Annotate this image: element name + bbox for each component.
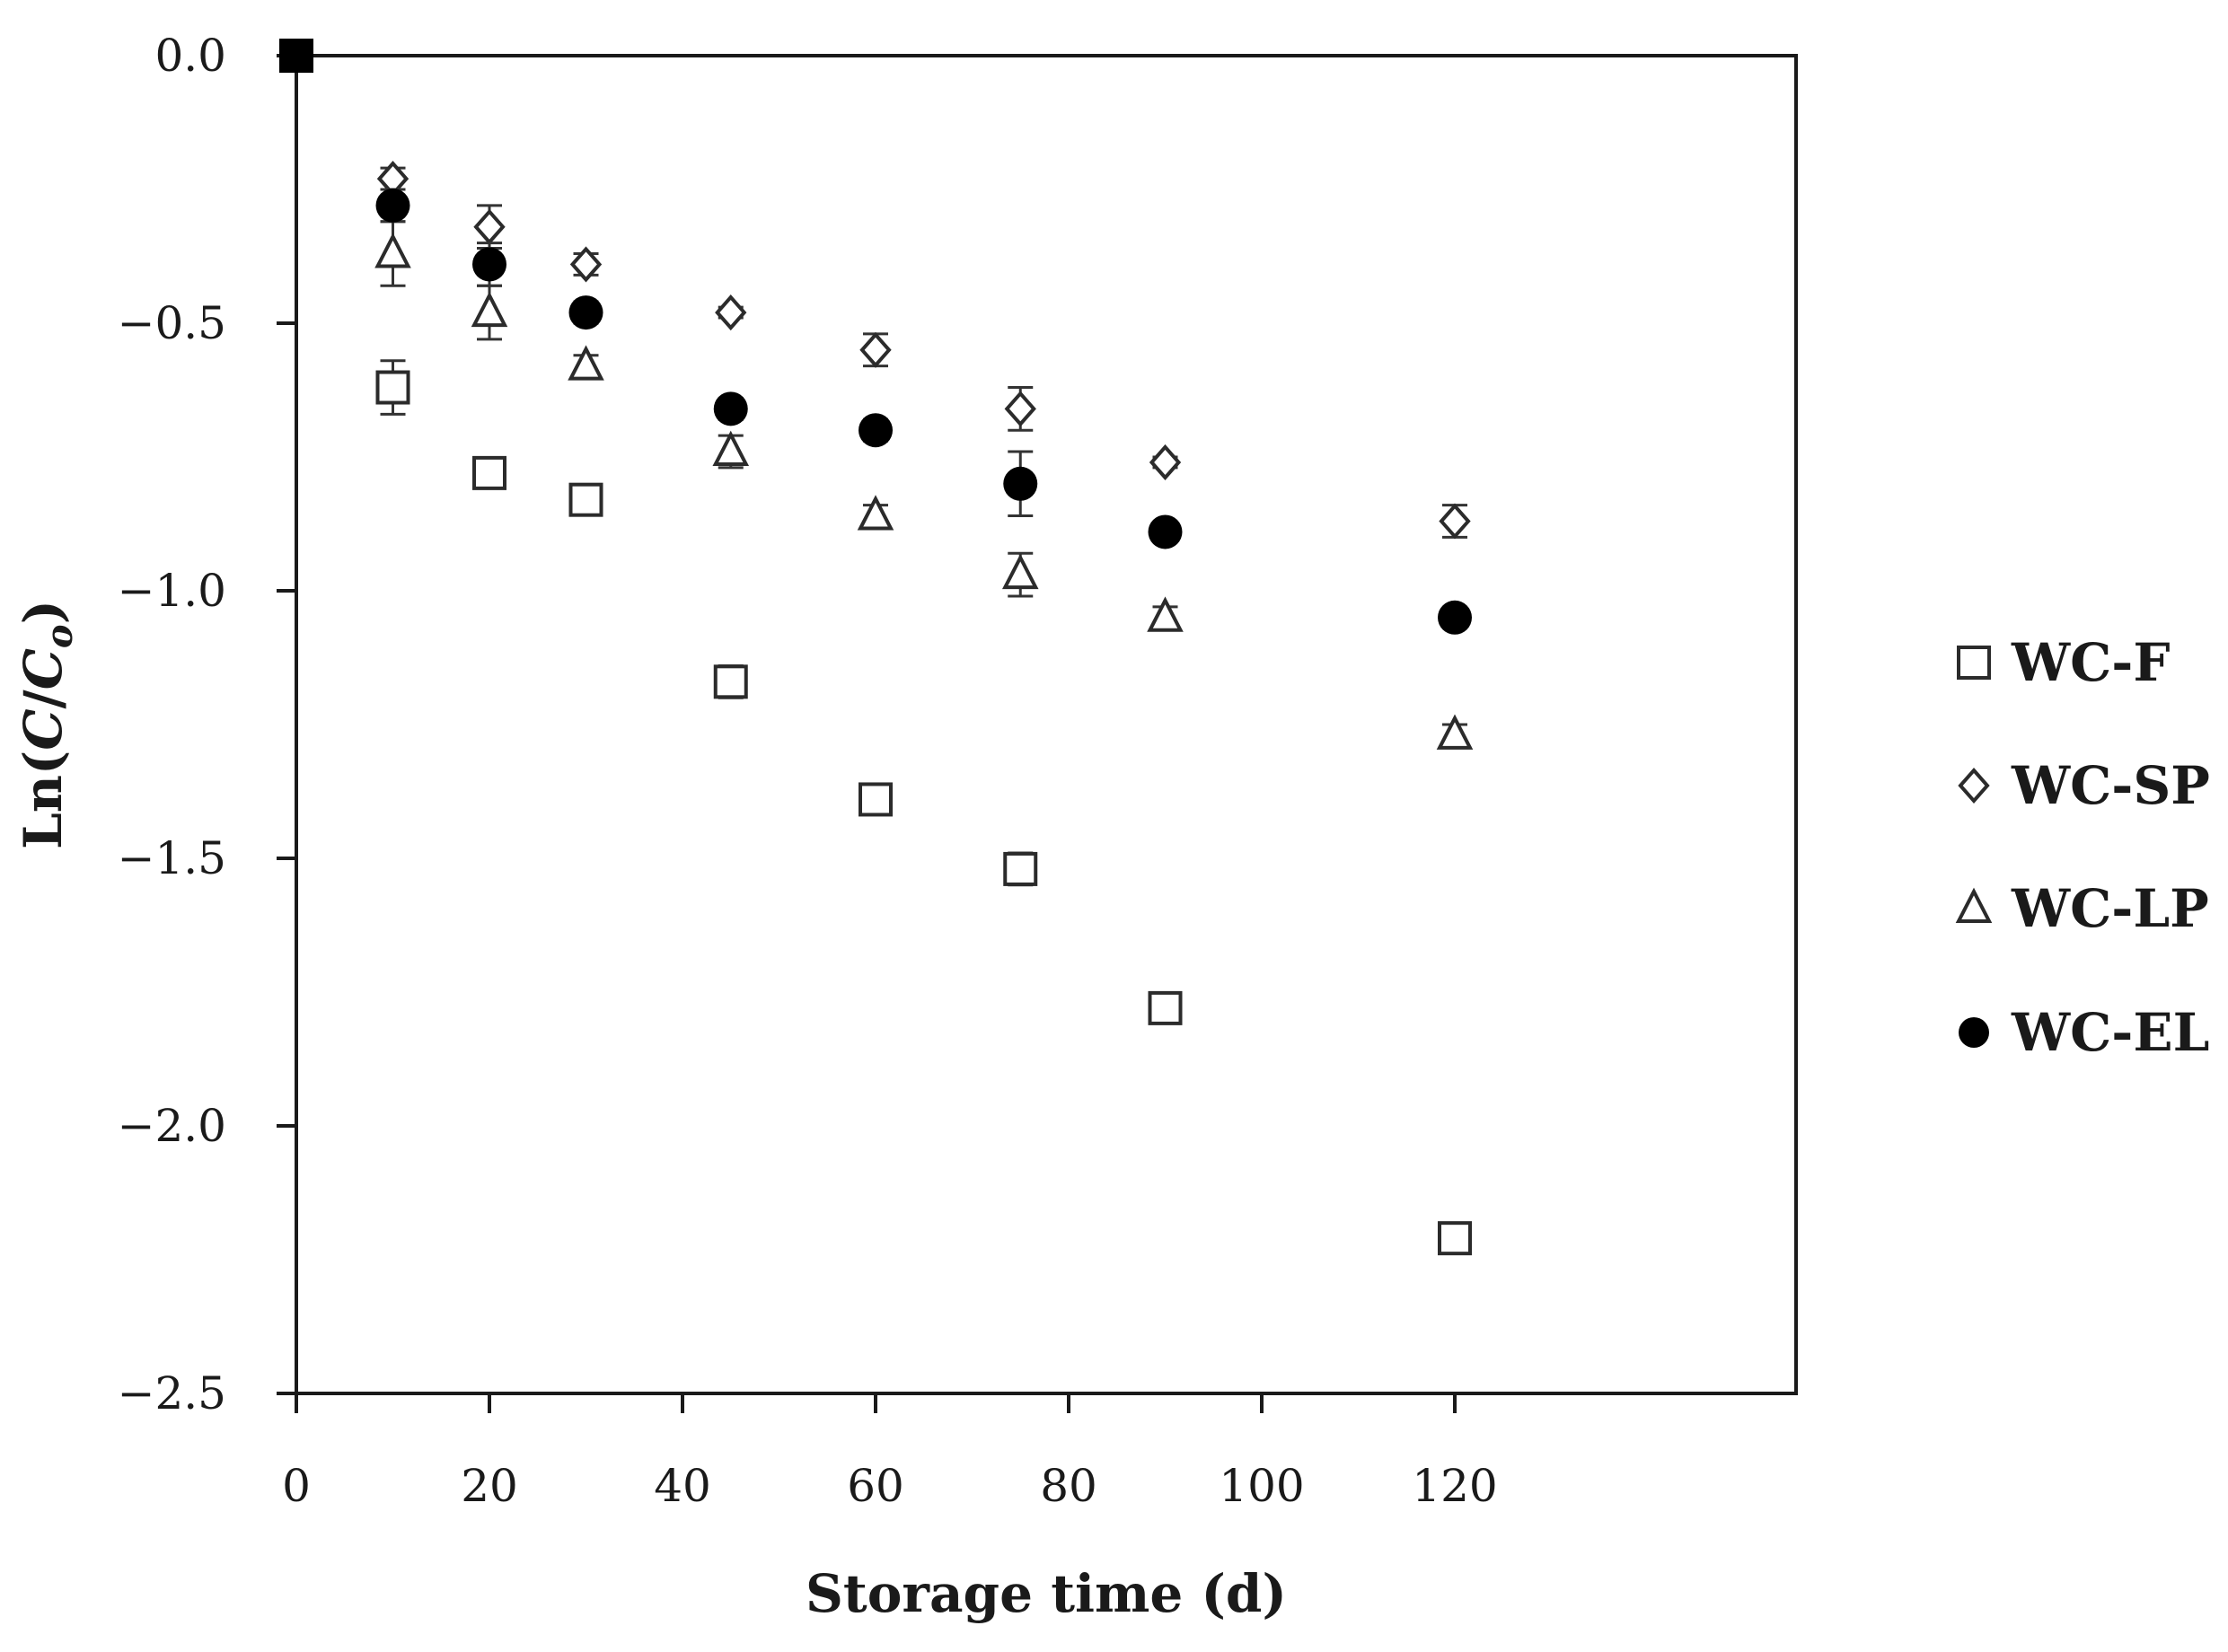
data-point-wc-lp bbox=[1436, 714, 1474, 750]
legend-label-wc-el: WC-EL bbox=[2011, 1002, 2209, 1063]
x-tick-label: 100 bbox=[1219, 1460, 1304, 1512]
data-point-wc-el bbox=[1148, 514, 1183, 549]
data-point-wc-el bbox=[1438, 600, 1472, 635]
data-point-wc-lp bbox=[374, 233, 411, 268]
ticks: 0 20 40 60 80 100 120 0.0 −0.5 −1.0 −1.5 −2.0 −2.5 bbox=[118, 30, 1498, 1512]
plot-frame bbox=[295, 54, 1798, 1395]
data-point-wc-lp bbox=[1001, 553, 1039, 590]
y-axis-title-c: C bbox=[13, 708, 74, 750]
x-tick-label: 120 bbox=[1412, 1460, 1497, 1512]
y-tick-label: −1.5 bbox=[118, 832, 226, 884]
y-axis-title-c0: C bbox=[13, 648, 74, 690]
data-point-wc-el bbox=[1003, 466, 1038, 501]
data-point-wc-f bbox=[1003, 851, 1038, 886]
data-point-wc-f bbox=[713, 664, 748, 699]
data-point-wc-lp bbox=[857, 495, 894, 531]
data-point-wc-f bbox=[472, 455, 506, 490]
legend-item-wc-f: WC-F bbox=[1957, 632, 2171, 693]
legend-label-wc-lp: WC-LP bbox=[2011, 878, 2209, 939]
data-point-wc-f bbox=[859, 782, 893, 817]
y-axis-title-slash: / bbox=[13, 689, 74, 708]
data-point-wc-lp bbox=[568, 345, 604, 381]
y-axis-title: Ln(C/Co) bbox=[13, 600, 81, 849]
series-wc-f bbox=[375, 359, 1472, 1256]
data-point-wc-lp bbox=[1147, 596, 1184, 632]
y-tick-label: −2.5 bbox=[118, 1367, 226, 1419]
series-wc-el bbox=[375, 188, 1472, 635]
data-point-wc-el bbox=[472, 247, 506, 282]
legend-marker-wc-sp bbox=[1958, 767, 1990, 804]
data-point-wc-f bbox=[375, 370, 410, 405]
x-tick-label: 80 bbox=[1040, 1460, 1097, 1512]
y-axis-title-suffix: ) bbox=[13, 600, 74, 624]
x-axis-title: Storage time (d) bbox=[806, 1563, 1287, 1624]
data-point-wc-el bbox=[375, 188, 410, 223]
data-point-wc-lp bbox=[471, 291, 508, 328]
data-point-wc-f bbox=[1438, 1221, 1472, 1256]
legend-item-wc-sp: WC-SP bbox=[1958, 755, 2210, 816]
x-tick-label: 60 bbox=[847, 1460, 904, 1512]
legend-marker-wc-el bbox=[1959, 1017, 1989, 1048]
series-wc-lp bbox=[374, 220, 1474, 750]
x-tick-label: 20 bbox=[461, 1460, 518, 1512]
legend-label-wc-f: WC-F bbox=[2011, 632, 2171, 693]
legend: WC-F WC-SP WC-LP WC-EL bbox=[1955, 632, 2210, 1063]
data-point-wc-f bbox=[1148, 990, 1183, 1025]
data-point-wc-sp bbox=[569, 246, 603, 283]
legend-marker-wc-lp bbox=[1955, 887, 1993, 923]
data-point-wc-sp bbox=[715, 294, 747, 331]
series-wc-sp bbox=[376, 161, 1471, 540]
data-points bbox=[279, 39, 1474, 1256]
legend-marker-wc-f bbox=[1957, 646, 1991, 680]
data-point-wc-sp bbox=[1439, 503, 1471, 540]
legend-item-wc-lp: WC-LP bbox=[1955, 878, 2209, 939]
origin-point bbox=[279, 39, 313, 73]
data-point-wc-el bbox=[568, 295, 603, 330]
y-axis-title-prefix: Ln( bbox=[13, 751, 74, 849]
data-point-wc-sp bbox=[859, 331, 892, 368]
data-point-wc-sp bbox=[1149, 444, 1182, 480]
y-tick-label: 0.0 bbox=[154, 30, 226, 82]
data-point-wc-el bbox=[859, 413, 893, 448]
y-tick-label: −0.5 bbox=[118, 297, 226, 349]
legend-item-wc-el: WC-EL bbox=[1959, 1002, 2209, 1063]
data-point-wc-sp bbox=[473, 208, 506, 245]
data-point-wc-sp bbox=[1004, 391, 1036, 427]
y-tick-label: −2.0 bbox=[118, 1100, 226, 1152]
data-point-wc-el bbox=[713, 391, 748, 426]
y-axis-title-c0-subscript: o bbox=[39, 624, 81, 648]
x-tick-label: 40 bbox=[654, 1460, 711, 1512]
data-point-wc-f bbox=[568, 482, 603, 517]
axes bbox=[295, 54, 1798, 1395]
data-point-wc-lp bbox=[712, 430, 750, 467]
x-tick-label: 0 bbox=[282, 1460, 311, 1512]
legend-label-wc-sp: WC-SP bbox=[2011, 755, 2210, 816]
y-tick-label: −1.0 bbox=[118, 565, 226, 617]
